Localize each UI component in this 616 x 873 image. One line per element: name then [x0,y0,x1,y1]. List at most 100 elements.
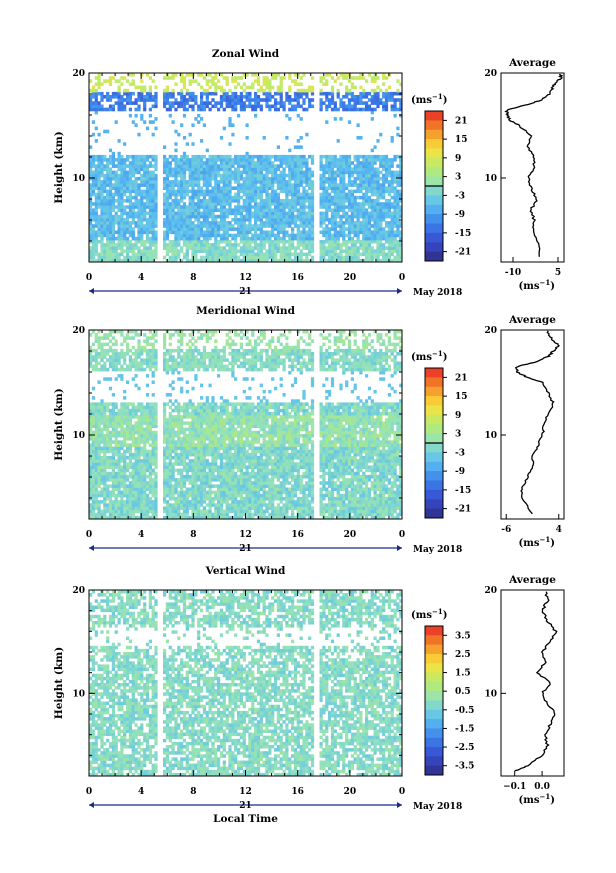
profile-frame [500,72,565,263]
day-line-arrow [89,802,94,808]
x-tick-label: 4 [138,273,144,283]
colorbar-segment [425,167,443,178]
colorbar-segment [425,377,443,388]
profile-line [504,73,564,257]
colorbar-segment [425,461,443,472]
profile-unit: (ms−1) [519,792,555,806]
panel-title: Meridional Wind [196,305,295,317]
day-label: 21 [239,287,252,297]
y-tick-label: 10 [72,174,85,184]
colorbar-segment [425,480,443,491]
profile-y-tick-label: 20 [484,326,497,336]
colorbar-tick-label: -21 [455,248,471,258]
colorbar-segment [425,443,443,453]
colorbar-segment [425,672,443,683]
profile-y-tick-label: 20 [484,586,497,596]
colorbar-segment [425,242,443,253]
y-tick-label: 20 [72,586,85,596]
profile-y-tick-label: 10 [484,174,497,184]
colorbar-segment [425,251,443,262]
y-tick-label: 10 [72,431,85,441]
colorbar-unit: (ms−1) [411,349,447,363]
colorbar-segment [425,111,443,121]
colorbar-frame [424,625,444,776]
colorbar-tick-label: -0.5 [455,706,474,716]
colorbar-tick-label: -3 [455,191,465,201]
date-label: May 2018 [413,802,462,812]
colorbar-segment [425,691,443,701]
colorbar-tick-label: -15 [455,229,471,239]
colorbar-segment [425,747,443,757]
colorbar-segment [425,471,443,481]
colorbar-tick-label: -3.5 [455,762,474,772]
x-tick-label: 16 [291,273,304,283]
colorbar-tick-label: 15 [455,392,468,402]
colorbar-tick-label: 21 [455,116,468,126]
profile-x-tick-label: 0.0 [534,782,550,792]
colorbar-segment [425,635,443,646]
y-axis-label: Height (km) [53,647,65,719]
colorbar-segment [425,223,443,234]
profile-title: Average [508,57,556,69]
colorbar-tick-label: -1.5 [455,724,474,734]
colorbar-segment [425,396,443,406]
profile-panel: Average 20 10 -10 5(ms−1) [484,57,565,292]
panel-title: Zonal Wind [212,48,280,60]
day-line-arrow [89,545,94,551]
colorbar-segment [425,424,443,435]
colorbar-segment [425,120,443,131]
profile-x-tick-label: −0.1 [503,782,526,792]
profile-title: Average [508,314,556,326]
x-tick-label: 8 [190,787,196,797]
colorbar-tick-label: 0.5 [455,687,471,697]
colorbar-segment [425,433,443,444]
profile-y-tick-label: 10 [484,431,497,441]
x-axis-label: Local Time [213,813,278,825]
profile-y-tick-label: 20 [484,69,497,79]
colorbar-tick-label: 3 [455,173,461,183]
x-tick-label: 8 [190,530,196,540]
colorbar-unit: (ms−1) [411,607,447,621]
y-tick-label: 20 [72,69,85,79]
profile-line [514,591,558,772]
colorbar-segment [425,386,443,397]
colorbar-tick-label: -9 [455,467,465,477]
x-tick-label: 12 [239,273,252,283]
colorbar-tick-label: 15 [455,135,468,145]
x-tick-label: 4 [138,787,144,797]
x-tick-label: 0 [86,273,92,283]
colorbar-segment [425,405,443,416]
profile-x-tick-label: -6 [501,525,511,535]
colorbar-segment [425,414,443,425]
profile-title: Average [508,574,556,586]
panel-3: Vertical Wind 20 10 Height (km) 0 4 8 12 16 20 0 21… [53,565,565,825]
colorbar-tick-label: -9 [455,210,465,220]
panel-2: Meridional Wind 20 10 Height (km) 0 4 8 12 16 20 0… [53,305,565,555]
x-tick-label: 0 [399,530,405,540]
colorbar-tick-label: 1.5 [455,669,471,679]
profile-panel: Average 20 10 -6 4(ms−1) [484,314,565,549]
x-tick-label: 0 [86,530,92,540]
date-label: May 2018 [413,545,462,555]
day-line-arrow [397,802,402,808]
y-tick-label: 10 [72,689,85,699]
day-label: 21 [239,801,252,811]
colorbar-segment [425,452,443,463]
date-label: May 2018 [413,288,462,298]
x-tick-label: 0 [86,787,92,797]
profile-line [514,330,561,515]
profile-frame [500,589,565,777]
colorbar-segment [425,129,443,140]
colorbar-unit: (ms−1) [411,92,447,106]
x-tick-label: 0 [399,273,405,283]
colorbar-segment [425,499,443,510]
profile-frame [500,329,565,520]
y-tick-label: 20 [72,326,85,336]
day-label: 21 [239,544,252,554]
colorbar-tick-label: 3.5 [455,631,471,641]
colorbar-segment [425,728,443,739]
heatmap-cells [89,330,403,520]
colorbar-tick-label: -2.5 [455,743,474,753]
colorbar-segment [425,737,443,748]
